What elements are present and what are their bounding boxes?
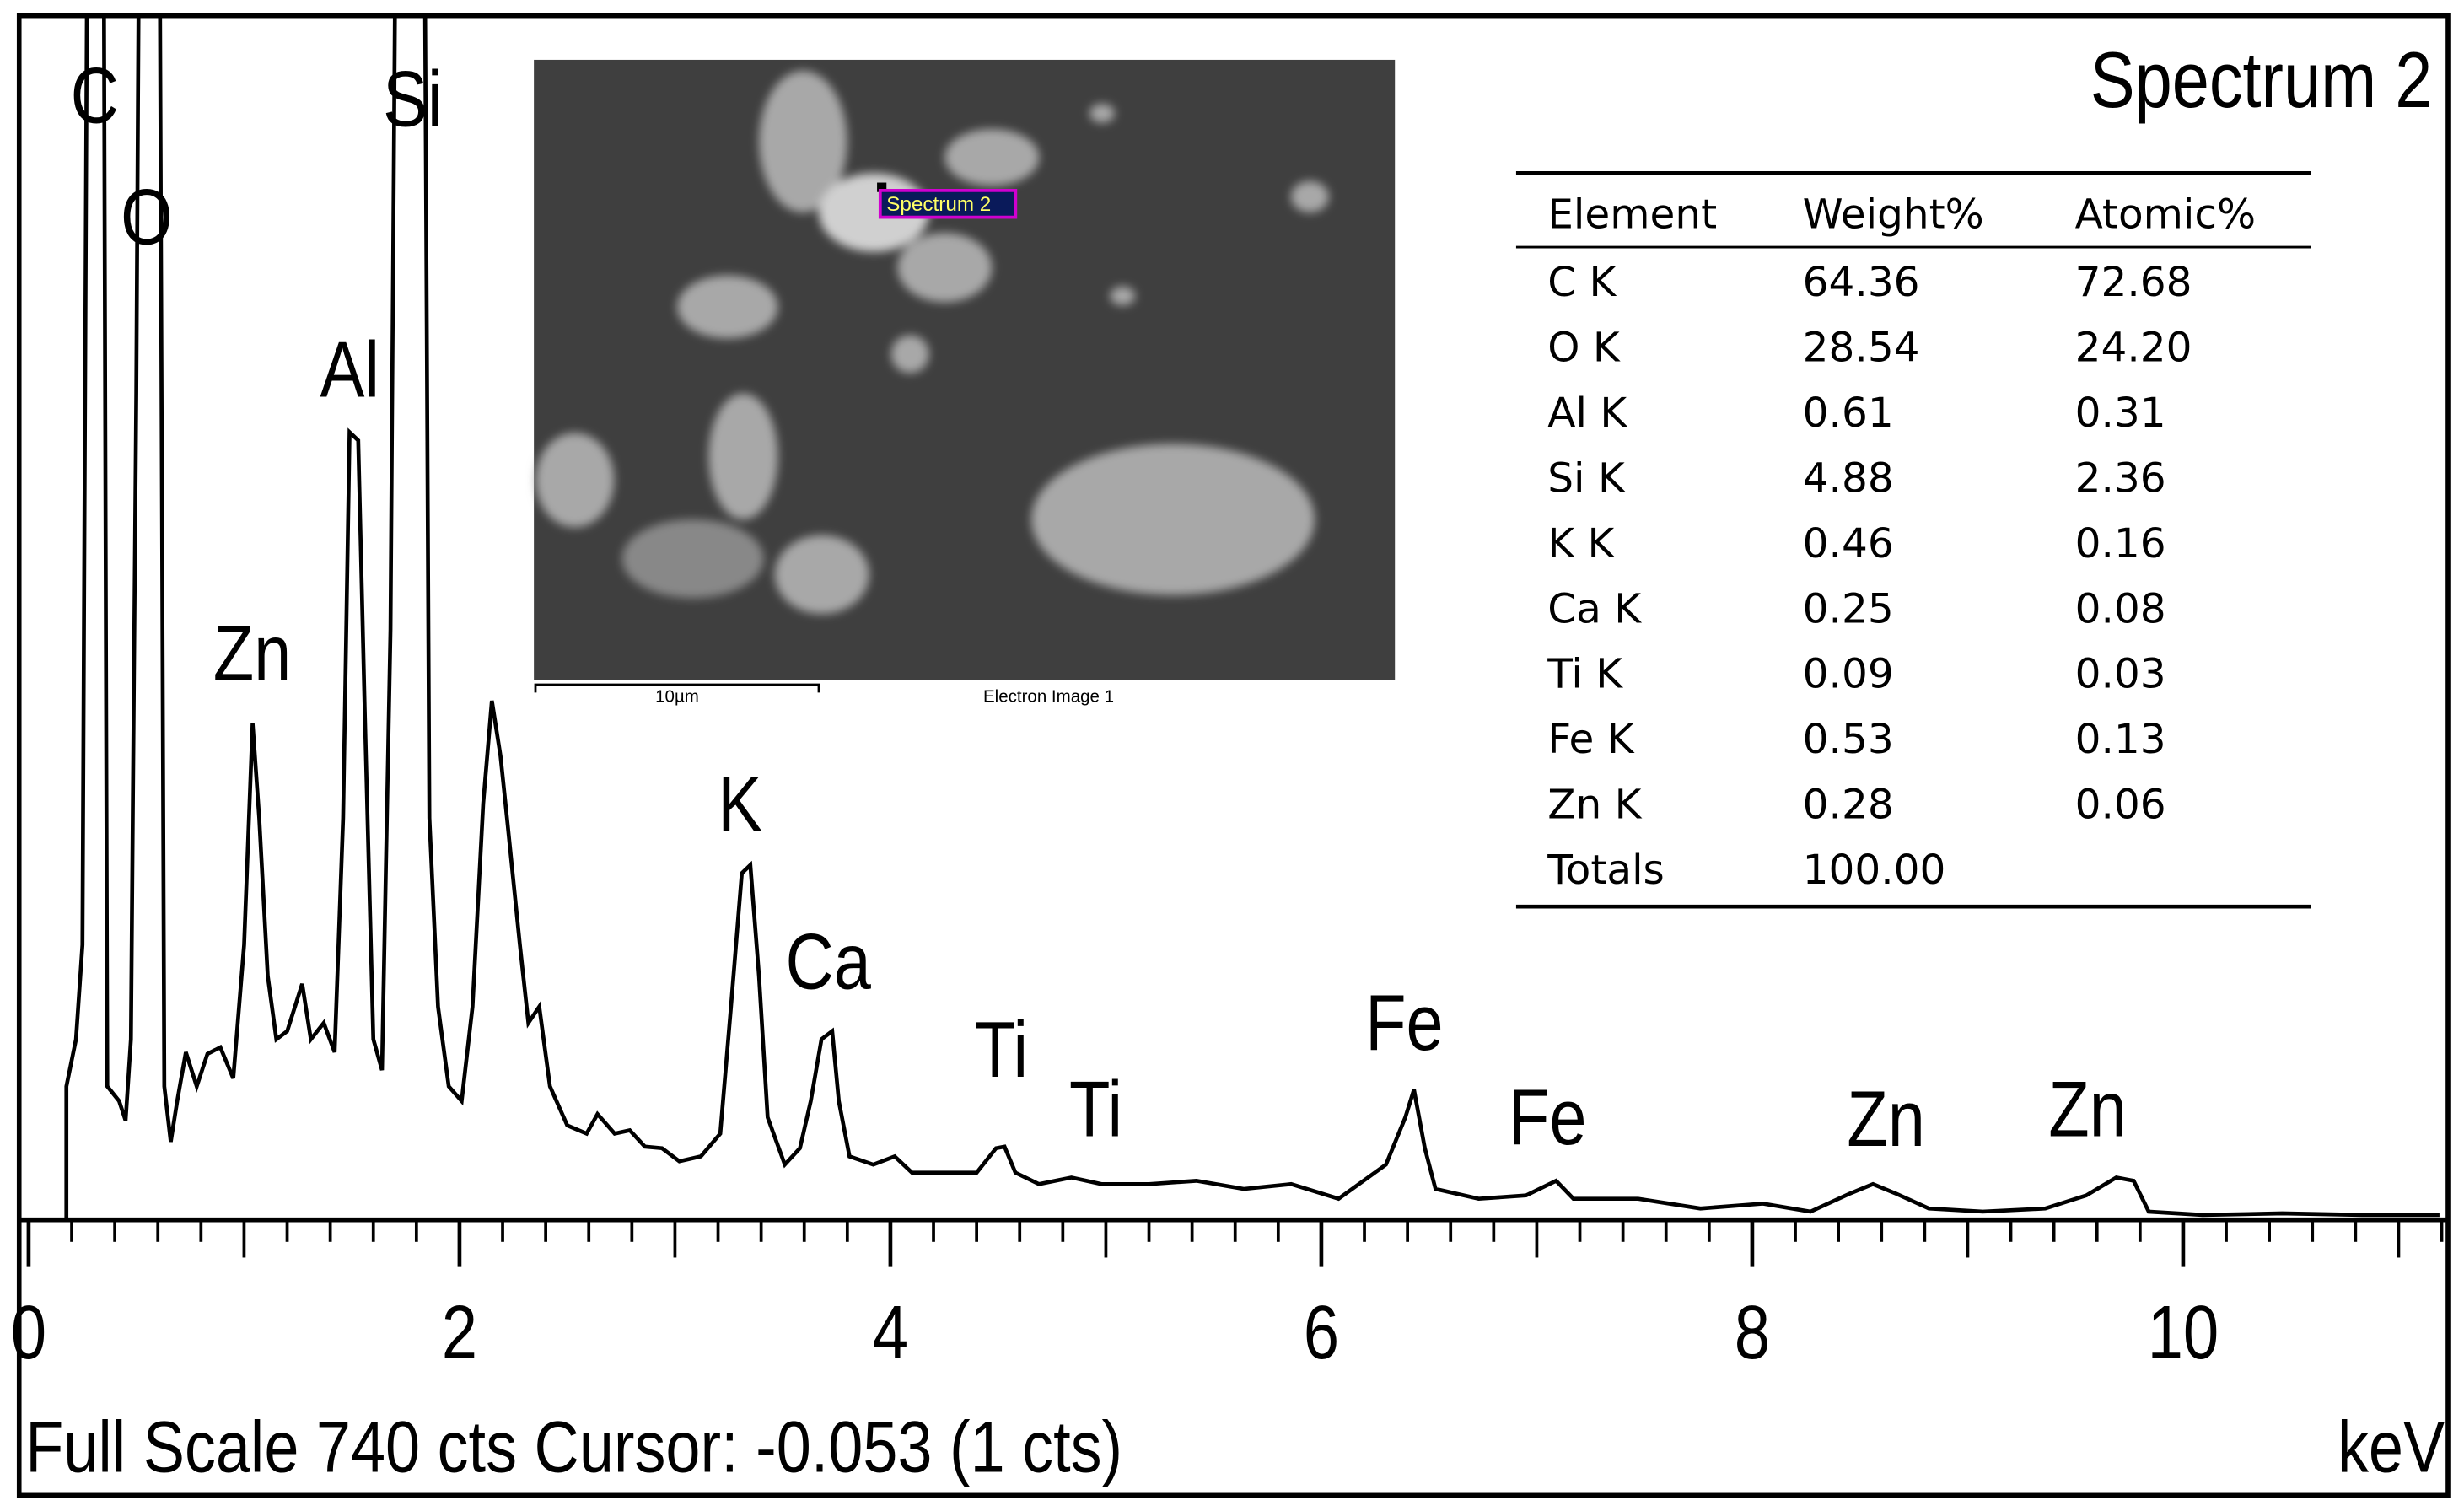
table-cell: 0.09 xyxy=(1803,651,1894,698)
table-cell: Fe K xyxy=(1547,716,1635,763)
table-cell: Ca K xyxy=(1547,585,1642,632)
column-header: Atomic% xyxy=(2075,191,2257,239)
peak-label: K xyxy=(718,761,762,848)
table-cell: 0.16 xyxy=(2075,520,2166,567)
marker xyxy=(877,182,887,192)
table-cell: K K xyxy=(1547,520,1615,567)
column-header: Element xyxy=(1547,191,1717,239)
particles xyxy=(535,71,1329,614)
table-cell: 0.06 xyxy=(2075,782,2166,829)
peak-label: O xyxy=(121,174,173,261)
peak-label: Fe xyxy=(1509,1074,1587,1161)
scale-label: 10µm xyxy=(655,687,699,707)
table: Element Weight% Atomic% C K 64.36 72.68 O K 28.… xyxy=(1515,171,2311,909)
table-cell: Al K xyxy=(1547,390,1627,437)
peak-label: Zn xyxy=(213,610,292,696)
column-header: Weight% xyxy=(1803,191,1984,239)
table-cell: Si K xyxy=(1547,454,1626,502)
x-tick-label: 4 xyxy=(873,1290,908,1374)
peak-label: Si xyxy=(383,56,443,142)
x-axis-label: keV xyxy=(2338,1406,2445,1487)
table-cell: 100.00 xyxy=(1803,847,1946,894)
table-cell: 0.46 xyxy=(1803,520,1894,567)
table-cell: 0.61 xyxy=(1803,390,1894,437)
peak-label: Ti xyxy=(1069,1067,1122,1153)
peak-label: Fe xyxy=(1365,980,1444,1067)
table-cell: 0.25 xyxy=(1803,585,1894,632)
peak-label: Zn xyxy=(1847,1076,1925,1163)
chart-title: Spectrum 2 xyxy=(2090,37,2433,124)
peak-label: C xyxy=(71,53,119,140)
table-cell: 24.20 xyxy=(2075,324,2192,371)
table-cell: 0.13 xyxy=(2075,716,2166,763)
table-cell: 2.36 xyxy=(2075,454,2166,502)
table-cell: 0.03 xyxy=(2075,651,2166,698)
table-cell: 0.08 xyxy=(2075,585,2166,632)
marker-label: Spectrum 2 xyxy=(886,193,991,216)
table-cell: 0.28 xyxy=(1803,782,1894,829)
table-cell: Ti K xyxy=(1547,651,1623,698)
table-cell: 4.88 xyxy=(1803,454,1894,502)
table-cell: 0.31 xyxy=(2075,390,2166,437)
table-cell: 0.53 xyxy=(1803,716,1894,763)
x-tick-label: 6 xyxy=(1304,1290,1339,1374)
peak-label: Al xyxy=(320,326,379,413)
x-tick-label: 2 xyxy=(442,1290,477,1374)
x-tick-label: 8 xyxy=(1735,1290,1770,1374)
marker-box xyxy=(878,189,1018,219)
table-cell: 72.68 xyxy=(2075,259,2192,306)
table-cell: O K xyxy=(1547,324,1621,371)
caption: Electron Image 1 xyxy=(983,687,1114,707)
peak-label: Ti xyxy=(975,1007,1028,1094)
footer: Full Scale 740 cts Cursor: -0.053 (1 cts… xyxy=(25,1406,1122,1487)
table-cell: Zn K xyxy=(1547,782,1642,829)
peak-label: Ca xyxy=(785,918,871,1005)
scale-bar xyxy=(534,683,820,693)
table-cell: C K xyxy=(1547,259,1617,306)
table-cell: Totals xyxy=(1547,847,1665,894)
x-tick-label: 10 xyxy=(2148,1290,2219,1374)
spectrum xyxy=(64,13,2440,1220)
x-tick-label: 0 xyxy=(11,1290,46,1374)
table-cell: 28.54 xyxy=(1803,324,1920,371)
table-cell: 64.36 xyxy=(1803,259,1920,306)
inset: Spectrum 2 10µm Electron Image 1 xyxy=(534,59,1396,707)
peak-label: Zn xyxy=(2048,1067,2127,1153)
